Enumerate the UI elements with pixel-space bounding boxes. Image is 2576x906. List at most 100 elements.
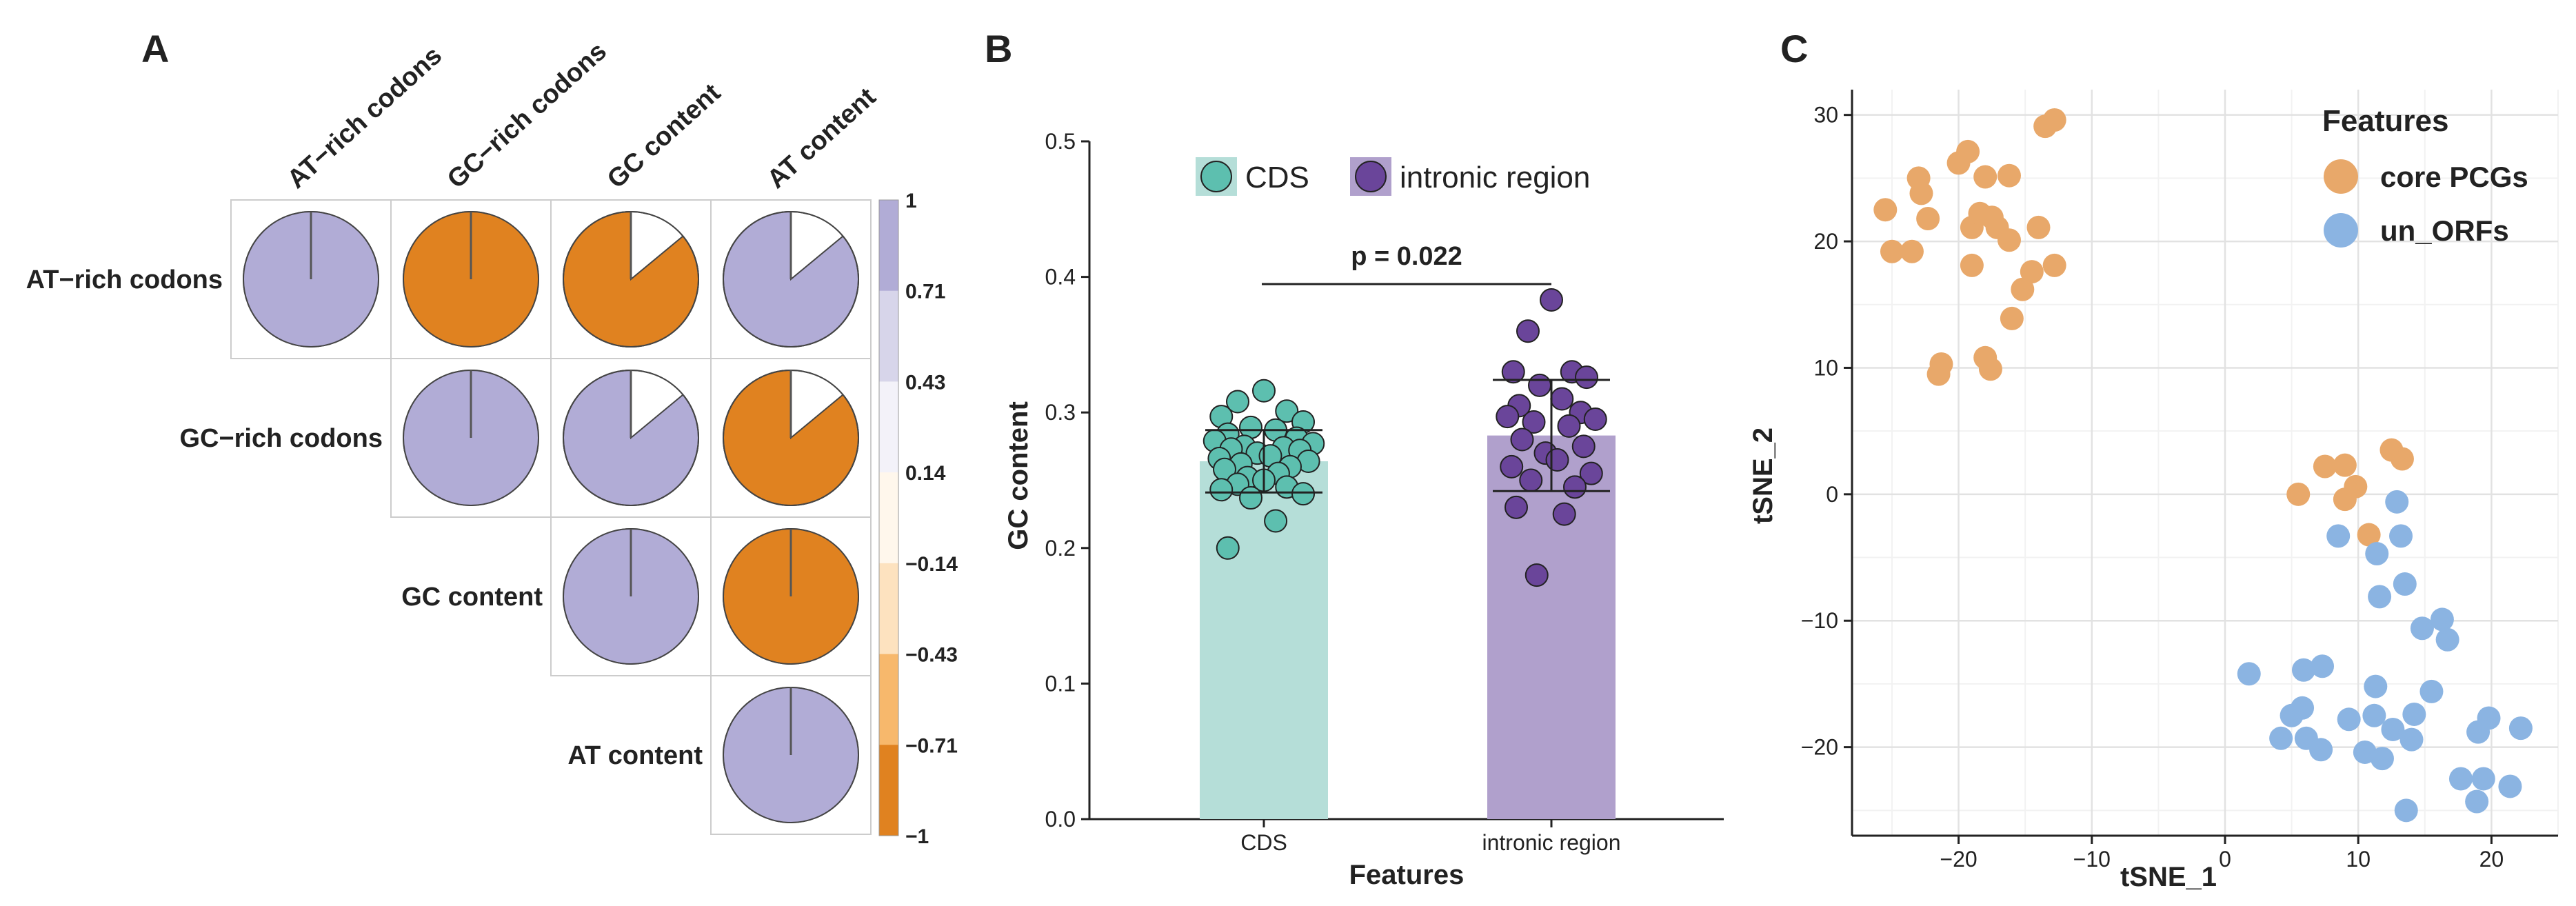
bar-data-point xyxy=(1226,390,1249,414)
colorbar-tick-label: 1 xyxy=(905,190,917,212)
un-orf-point xyxy=(2365,542,2389,566)
un-orf-point xyxy=(2477,706,2501,730)
bar-data-point xyxy=(1264,509,1288,533)
colorbar-tick-label: −0.14 xyxy=(905,553,958,576)
scatter-y-axis-title: tSNE_2 xyxy=(1748,427,1778,524)
bar-axes: 0.0 0.1 0.2 0.3 0.4 0.5 CDS intronic region xyxy=(1045,129,1724,855)
scatter-legend-key xyxy=(2324,213,2358,248)
column-label: GC−rich codons xyxy=(442,37,612,194)
bar-y-tick-label: 0.5 xyxy=(1045,129,1076,154)
colorbar-frame xyxy=(878,199,899,836)
core-pcg-point xyxy=(2042,253,2066,277)
un-orf-point xyxy=(2326,524,2351,548)
scatter-x-tick-label: 20 xyxy=(2479,847,2504,872)
core-pcg-point xyxy=(1916,207,1940,231)
un-orf-point xyxy=(2381,717,2405,741)
un-orf-point xyxy=(2471,767,2495,791)
core-pcg-point xyxy=(1929,352,1953,376)
core-pcg-point xyxy=(1956,139,1980,163)
core-pcg-point xyxy=(2313,454,2337,479)
row-label: GC−rich codons xyxy=(179,424,383,453)
bar-data-point xyxy=(1563,475,1587,499)
bar-data-point xyxy=(1557,414,1581,438)
correlation-cells xyxy=(230,199,872,835)
scatter-y-tick-label: 10 xyxy=(1813,355,1838,380)
bar-data-point xyxy=(1575,365,1598,390)
bar-data-point xyxy=(1545,448,1569,472)
un-orf-point xyxy=(2370,747,2394,771)
core-pcg-point xyxy=(2357,523,2381,547)
bar-data-point xyxy=(1239,486,1262,510)
color-legend-bar: 1 0.71 0.43 0.14 −0.14 −0.43 −0.71 −1 xyxy=(878,190,958,848)
scatter-y-tick-label: 20 xyxy=(1813,229,1838,254)
bar-data-point xyxy=(1516,319,1540,343)
bar-data-point xyxy=(1291,482,1315,506)
correlation-cell xyxy=(710,675,872,835)
core-pcg-point xyxy=(1973,165,1998,189)
un-orf-point xyxy=(2385,490,2409,514)
bar-data-point xyxy=(1510,427,1534,452)
bar-data-point xyxy=(1552,502,1576,526)
column-label: GC content xyxy=(602,78,727,194)
core-pcg-point xyxy=(2344,474,2368,499)
scatter-y-tick-label: −20 xyxy=(1801,735,1838,760)
core-pcg-point xyxy=(2026,215,2051,239)
un-orf-point xyxy=(2419,679,2444,703)
bar-y-tick-label: 0.1 xyxy=(1045,671,1076,696)
un-orf-point xyxy=(2311,654,2335,678)
colorbar-tick-label: 0.71 xyxy=(905,281,945,303)
row-labels: AT−rich codons GC−rich codons GC content AT… xyxy=(26,265,703,770)
core-pcg-point xyxy=(1997,228,2021,252)
un-orf-point xyxy=(2362,703,2386,727)
bar-y-tick-label: 0.4 xyxy=(1045,265,1076,290)
core-pcg-point xyxy=(2011,277,2035,301)
p-value-label: p = 0.022 xyxy=(1351,242,1462,271)
bar-y-tick-label: 0.0 xyxy=(1045,807,1076,832)
bar-data-point xyxy=(1500,454,1524,479)
bar-data-point xyxy=(1525,563,1549,587)
row-label: GC content xyxy=(401,583,543,612)
legend-label: CDS xyxy=(1245,161,1309,194)
scatter-legend-label: un_ORFs xyxy=(2380,214,2509,247)
bar-data-point xyxy=(1519,468,1543,492)
bar-data-point xyxy=(1528,373,1551,397)
bar-y-tick-label: 0.3 xyxy=(1045,400,1076,425)
scatter-grid xyxy=(1852,90,2559,836)
bar-x-tick-label: CDS xyxy=(1240,830,1287,855)
un-orf-point xyxy=(2394,798,2418,823)
bar-data-point xyxy=(1501,360,1525,384)
un-orf-point xyxy=(2508,716,2533,741)
bar-data-point xyxy=(1583,407,1607,432)
panel-label-a: A xyxy=(141,27,169,70)
colorbar-tick-label: 0.14 xyxy=(905,462,946,485)
un-orf-point xyxy=(2291,658,2315,682)
un-orf-point xyxy=(2393,572,2417,596)
scatter-x-tick-label: −10 xyxy=(2073,847,2111,872)
bar-data-point xyxy=(1209,478,1234,502)
scatter-y-tick-label: −10 xyxy=(1801,608,1838,633)
core-pcg-point xyxy=(1997,163,2021,188)
colorbar-segment xyxy=(879,563,898,655)
un-orf-point xyxy=(2402,702,2426,726)
core-pcg-point xyxy=(1960,253,1984,277)
colorbar-segment xyxy=(879,745,898,836)
core-pcg-point xyxy=(1873,198,1898,222)
core-pcg-point xyxy=(1900,239,1924,263)
p-value-annotation: p = 0.022 xyxy=(1262,242,1551,285)
scatter-x-tick-label: 10 xyxy=(2346,847,2371,872)
bar-x-axis-title: Features xyxy=(1349,860,1465,890)
bar-data-point xyxy=(1540,288,1563,312)
row-label: AT content xyxy=(567,741,703,770)
bar-data-point xyxy=(1579,461,1603,485)
colorbar-segment xyxy=(879,200,898,292)
core-pcg-point xyxy=(2042,108,2066,132)
scatter-x-tick-label: 0 xyxy=(2219,847,2231,872)
un-orf-point xyxy=(2368,585,2392,609)
bar-data-point xyxy=(1252,379,1276,403)
bar-legend: CDS intronic region xyxy=(1196,157,1590,196)
bar-data-point xyxy=(1496,405,1520,429)
core-pcg-point xyxy=(1909,181,1933,205)
error-bars xyxy=(1205,379,1610,494)
un-orf-point xyxy=(2435,627,2459,652)
